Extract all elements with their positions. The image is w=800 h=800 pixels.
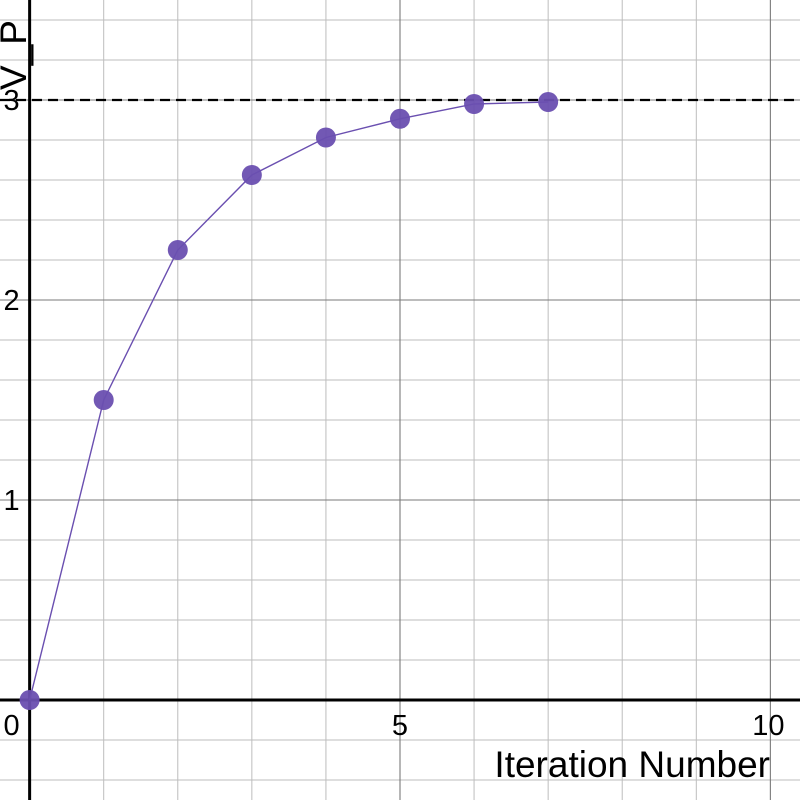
data-point [93, 390, 114, 410]
y-axis-title: V_P [0, 20, 34, 90]
x-tick-label: 5 [392, 710, 408, 742]
x-tick-label: 0 [3, 710, 19, 742]
data-point [464, 94, 485, 114]
data-point [241, 165, 262, 185]
data-point [390, 108, 410, 129]
y-tick-label: 3 [3, 85, 19, 117]
x-tick-label: 10 [752, 710, 784, 742]
y-tick-label: 2 [3, 285, 19, 317]
data-point [167, 240, 188, 260]
data-point [538, 92, 559, 112]
x-axis-title: Iteration Number [494, 744, 770, 785]
series-line [28, 101, 549, 701]
data-point [315, 127, 336, 148]
data-point [19, 690, 40, 710]
y-tick-label: 1 [3, 485, 19, 517]
tick-labels: 0 5 10 1 2 3 [3, 85, 784, 742]
series-group [19, 92, 559, 710]
